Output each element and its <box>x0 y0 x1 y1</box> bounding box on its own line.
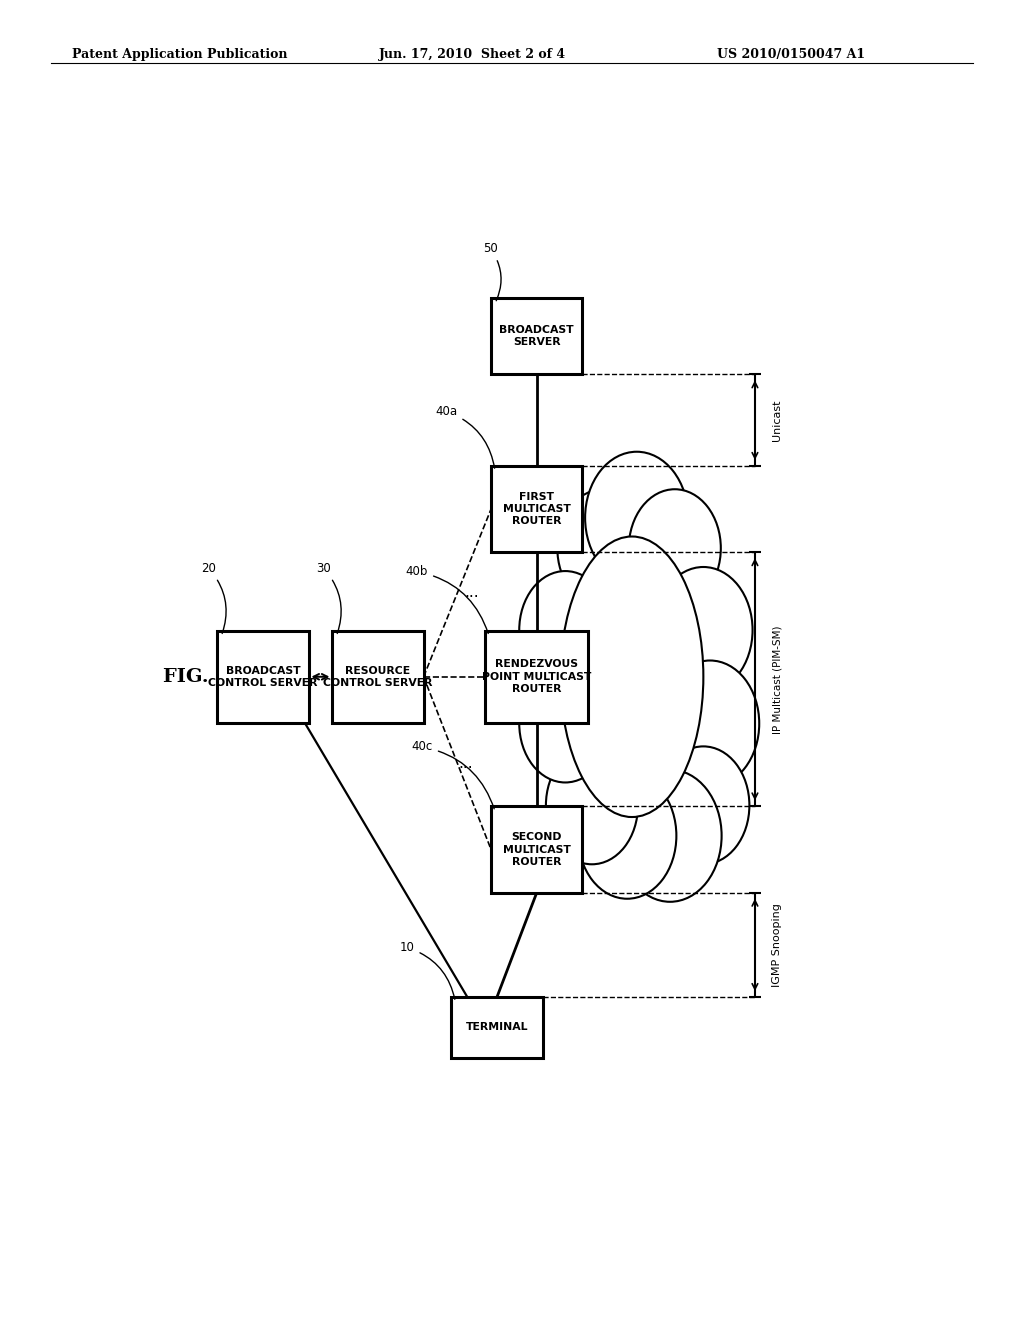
Circle shape <box>657 746 750 865</box>
FancyBboxPatch shape <box>485 631 588 722</box>
FancyBboxPatch shape <box>492 807 583 892</box>
FancyBboxPatch shape <box>452 997 543 1057</box>
Text: IGMP Snooping: IGMP Snooping <box>772 903 782 987</box>
FancyBboxPatch shape <box>492 298 583 375</box>
Text: FIG. 2: FIG. 2 <box>163 668 228 686</box>
Text: Patent Application Publication: Patent Application Publication <box>72 48 287 61</box>
Circle shape <box>519 572 611 689</box>
Circle shape <box>519 664 611 783</box>
Circle shape <box>585 451 688 583</box>
Text: BROADCAST
CONTROL SERVER: BROADCAST CONTROL SERVER <box>208 665 317 688</box>
Circle shape <box>629 490 721 607</box>
Text: TERMINAL: TERMINAL <box>466 1023 528 1032</box>
Text: 20: 20 <box>202 562 226 634</box>
FancyBboxPatch shape <box>333 631 424 722</box>
Circle shape <box>557 490 649 607</box>
Text: 40b: 40b <box>406 565 488 634</box>
Ellipse shape <box>560 536 703 817</box>
Text: IP Multicast (PIM-SM): IP Multicast (PIM-SM) <box>772 626 782 734</box>
Text: 40a: 40a <box>435 405 495 469</box>
Text: FIRST
MULTICAST
ROUTER: FIRST MULTICAST ROUTER <box>503 491 570 527</box>
Text: RENDEZVOUS
POINT MULTICAST
ROUTER: RENDEZVOUS POINT MULTICAST ROUTER <box>482 660 592 694</box>
FancyBboxPatch shape <box>217 631 308 722</box>
Text: US 2010/0150047 A1: US 2010/0150047 A1 <box>717 48 865 61</box>
Circle shape <box>578 772 677 899</box>
Text: ...: ... <box>464 585 478 601</box>
Text: RESOURCE
CONTROL SERVER: RESOURCE CONTROL SERVER <box>324 665 433 688</box>
Text: BROADCAST
SERVER: BROADCAST SERVER <box>500 325 574 347</box>
Text: Jun. 17, 2010  Sheet 2 of 4: Jun. 17, 2010 Sheet 2 of 4 <box>379 48 566 61</box>
Circle shape <box>660 660 759 787</box>
Circle shape <box>546 746 638 865</box>
Text: Unicast: Unicast <box>772 400 782 441</box>
Text: 40c: 40c <box>412 741 495 809</box>
Text: ...: ... <box>458 755 473 771</box>
Text: SECOND
MULTICAST
ROUTER: SECOND MULTICAST ROUTER <box>503 832 570 867</box>
Circle shape <box>654 568 753 693</box>
Ellipse shape <box>558 531 706 822</box>
Text: 10: 10 <box>399 941 455 999</box>
Circle shape <box>618 770 722 902</box>
FancyBboxPatch shape <box>492 466 583 552</box>
Text: 30: 30 <box>316 562 341 634</box>
Text: 50: 50 <box>483 243 501 301</box>
